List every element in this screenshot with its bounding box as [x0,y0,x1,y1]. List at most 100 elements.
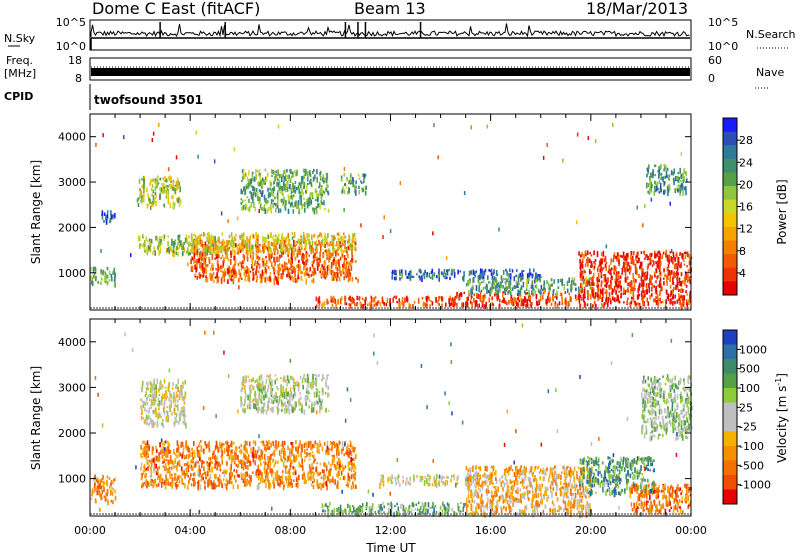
range-cell [164,393,166,399]
range-cell [353,449,355,453]
range-cell [634,263,637,270]
range-cell [141,200,143,204]
range-cell [623,261,625,266]
range-cell [471,290,474,295]
range-cell [256,245,259,249]
range-cell [212,272,215,276]
range-cell [187,262,189,267]
range-cell [277,124,280,129]
range-cell [508,300,510,305]
range-cell [300,464,302,468]
range-cell [597,274,600,280]
range-cell [339,245,342,248]
range-cell [337,463,339,466]
range-cell [174,412,176,415]
range-cell [169,202,172,209]
range-cell [548,287,550,291]
range-cell [226,440,228,444]
range-cell [208,259,211,265]
range-cell [316,243,319,248]
range-cell [167,481,170,486]
range-cell [189,241,191,247]
range-cell [529,303,532,307]
range-cell [249,476,252,481]
range-cell [189,477,191,481]
range-cell [291,232,294,235]
range-cell [346,484,348,487]
range-cell [659,182,662,189]
range-cell [267,266,270,270]
range-cell [196,481,199,484]
range-cell [199,484,202,491]
range-cell [471,295,473,298]
range-cell [436,300,439,304]
range-cell [155,484,158,488]
range-cell [665,165,667,171]
range-cell [342,236,344,242]
range-cell [430,276,432,279]
range-cell [148,398,151,402]
range-cell [169,459,171,465]
range-cell [159,251,162,254]
range-cell [486,288,488,294]
range-cell [338,237,340,244]
range-cell [222,249,225,252]
range-cell [231,248,234,253]
range-cell [246,472,249,476]
range-cell [323,300,326,307]
range-cell [327,252,329,258]
range-cell [101,490,104,495]
range-cell [305,479,308,484]
range-cell [217,249,220,255]
range-cell [193,477,195,484]
range-cell [178,238,180,241]
range-cell [210,234,212,241]
range-cell [343,239,345,244]
range-cell [151,178,154,183]
range-cell [110,499,113,503]
range-cell [161,242,163,245]
range-cell [309,170,311,176]
range-cell [262,477,264,483]
range-cell [176,245,178,250]
range-cell [198,442,201,447]
range-cell [304,201,306,208]
range-cell [90,498,93,501]
range-cell [426,299,428,303]
range-cell [364,191,367,196]
range-cell [297,185,300,189]
range-cell [324,462,327,468]
range-cell [238,235,241,238]
range-cell [348,451,350,458]
range-cell [318,258,320,261]
range-cell [354,465,356,469]
range-cell [352,481,354,486]
range-cell [214,249,216,255]
range-cell [643,272,645,278]
range-cell [302,203,304,207]
range-cell [253,274,255,280]
range-cell [188,242,190,247]
range-cell [350,261,352,266]
range-cell [284,262,286,267]
range-cell [512,301,515,306]
range-cell [254,450,257,455]
range-cell [252,457,255,463]
range-cell [256,474,258,478]
range-cell [171,387,174,390]
range-cell [676,270,678,276]
range-cell [306,452,308,458]
range-cell [505,286,507,292]
range-cell [344,247,346,252]
range-cell [281,186,284,192]
range-cell [338,450,340,456]
range-cell [315,296,318,302]
range-cell [159,476,162,483]
range-cell [313,479,316,483]
range-cell [248,198,250,203]
range-cell [312,485,315,490]
range-cell [636,255,638,258]
range-cell [355,180,357,185]
range-cell [332,295,335,301]
range-cell [278,182,281,188]
